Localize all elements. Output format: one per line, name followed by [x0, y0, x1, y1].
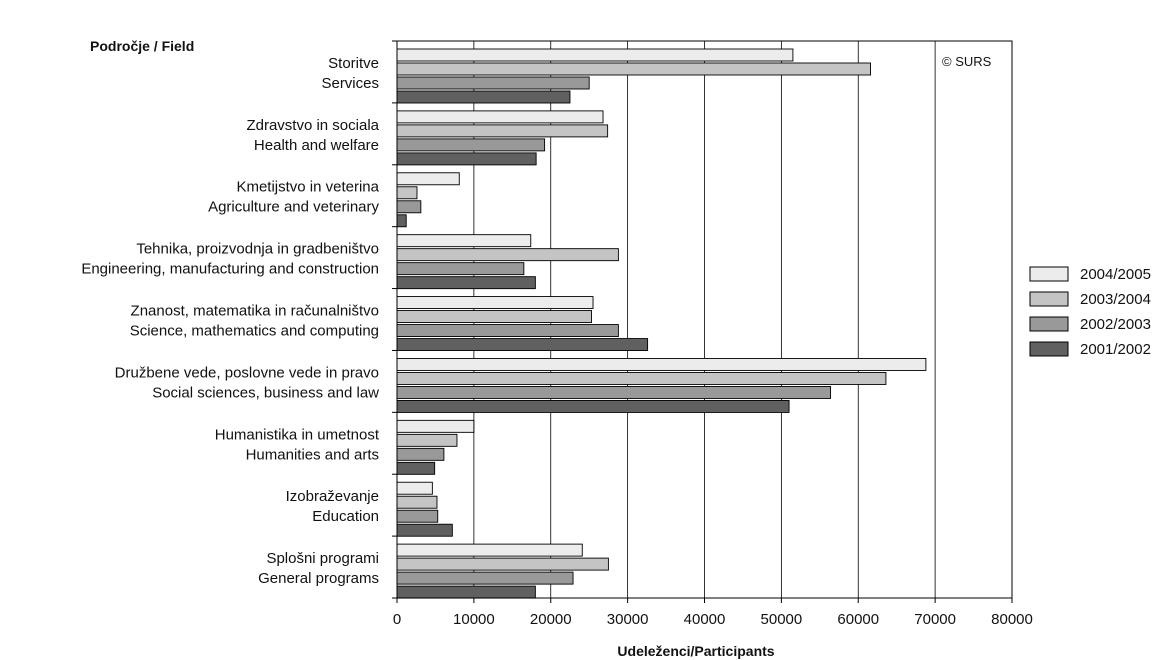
- bars: [396, 48, 927, 599]
- bar: [396, 76, 590, 90]
- bar: [396, 461, 436, 475]
- bar: [396, 152, 537, 166]
- x-tick-label: 50000: [761, 611, 803, 628]
- bar: [396, 585, 536, 599]
- legend-swatch: [1029, 316, 1069, 332]
- bar: [396, 138, 546, 152]
- bar: [396, 371, 887, 385]
- bar: [396, 338, 649, 352]
- legend-label: 2002/2003: [1080, 316, 1151, 333]
- bar: [396, 495, 438, 509]
- bar: [396, 262, 525, 276]
- bar: [396, 90, 571, 104]
- bar: [396, 571, 574, 585]
- bar: [396, 296, 594, 310]
- category-label-sl: Storitve: [328, 55, 379, 72]
- axes: [392, 40, 1013, 603]
- bar: [396, 357, 927, 371]
- legend-label: 2001/2002: [1080, 341, 1151, 358]
- bar: [396, 186, 418, 200]
- bar: [396, 433, 458, 447]
- category-label-en: Agriculture and veterinary: [208, 199, 379, 216]
- category-label-en: Health and welfare: [254, 137, 379, 154]
- x-tick-label: 40000: [684, 611, 726, 628]
- category-label-sl: Družbene vede, poslovne vede in pravo: [115, 364, 379, 381]
- bar: [396, 557, 609, 571]
- legend: 2004/2005 2003/2004 2002/2003 2001/2002: [1029, 266, 1151, 358]
- bar: [396, 419, 475, 433]
- x-tick-label: 80000: [991, 611, 1033, 628]
- legend-swatch: [1029, 266, 1069, 282]
- bar: [396, 399, 790, 413]
- bar: [396, 234, 532, 248]
- category-label-sl: Splošni programi: [266, 550, 379, 567]
- category-label-sl: Izobraževanje: [286, 488, 379, 505]
- y-axis-title: Področje / Field: [90, 38, 194, 54]
- category-label-sl: Kmetijstvo in veterina: [236, 179, 379, 196]
- legend-label: 2003/2004: [1080, 291, 1151, 308]
- x-tick-label: 70000: [914, 611, 956, 628]
- x-tick-label: 30000: [607, 611, 649, 628]
- bar: [396, 214, 407, 228]
- x-axis-title: Udeleženci/Participants: [617, 643, 774, 659]
- bar: [396, 324, 619, 338]
- category-label-sl: Zdravstvo in sociala: [246, 117, 379, 134]
- bar: [396, 481, 433, 495]
- x-tick-label: 10000: [453, 611, 495, 628]
- category-label-en: Engineering, manufacturing and construct…: [81, 261, 379, 278]
- bar: [396, 447, 445, 461]
- bar: [396, 62, 871, 76]
- bar: [396, 276, 536, 290]
- category-label-en: Social sciences, business and law: [152, 384, 379, 401]
- legend-swatch: [1029, 341, 1069, 357]
- legend-swatch: [1029, 291, 1069, 307]
- x-tick-label: 60000: [837, 611, 879, 628]
- x-tick-label: 20000: [530, 611, 572, 628]
- category-label-en: Science, mathematics and computing: [130, 323, 379, 340]
- category-label-en: Education: [312, 508, 379, 525]
- legend-label: 2004/2005: [1080, 266, 1151, 283]
- bar: [396, 310, 592, 324]
- category-label-sl: Tehnika, proizvodnja in gradbeništvo: [136, 241, 379, 258]
- copyright-note: © SURS: [942, 54, 992, 69]
- category-label-sl: Znanost, matematika in računalništvo: [131, 303, 379, 320]
- bar: [396, 248, 619, 262]
- bar: [396, 509, 439, 523]
- category-label-en: Humanities and arts: [246, 446, 379, 463]
- bar: [396, 124, 609, 138]
- category-label-en: General programs: [258, 570, 379, 587]
- bar: [396, 543, 583, 557]
- bar: [396, 172, 460, 186]
- x-tick-label: 0: [393, 611, 401, 628]
- bar: [396, 385, 832, 399]
- category-labels: Storitve Services Zdravstvo in sociala Heal…: [81, 55, 380, 587]
- bar: [396, 200, 422, 214]
- bar: [396, 110, 604, 124]
- bar: [396, 523, 453, 537]
- category-label-sl: Humanistika in umetnost: [215, 426, 380, 443]
- bar: [396, 48, 794, 62]
- category-label-en: Services: [321, 75, 379, 92]
- x-tick-labels: 0 10000 20000 30000 40000 50000 60000 70000 8000…: [393, 611, 1033, 628]
